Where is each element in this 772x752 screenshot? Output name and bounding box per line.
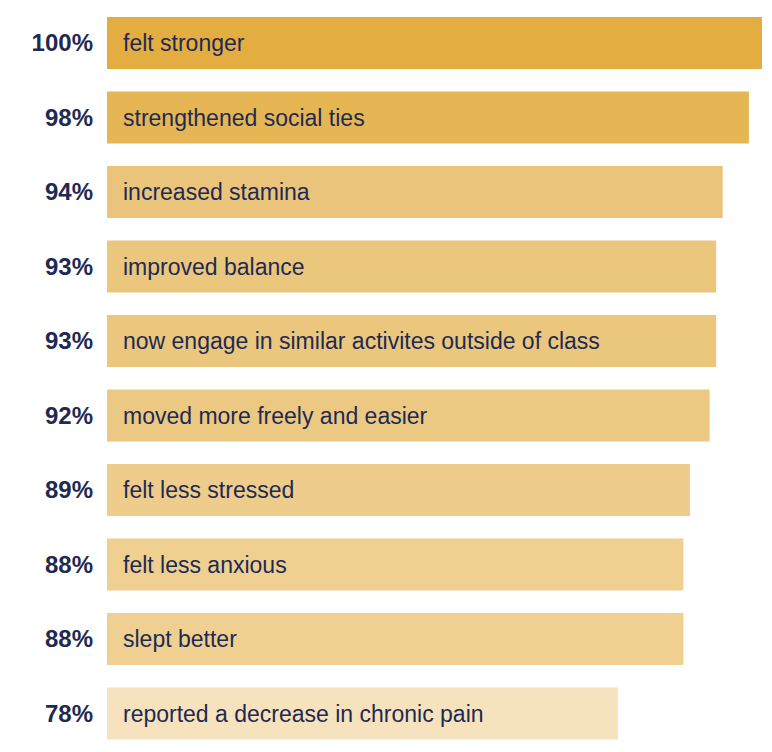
- svg-text:improved balance: improved balance: [123, 254, 305, 280]
- svg-text:slept better: slept better: [123, 626, 237, 652]
- svg-text:now engage in similar activite: now engage in similar activites outside …: [123, 328, 600, 354]
- svg-text:felt stronger: felt stronger: [123, 30, 245, 56]
- svg-text:94%: 94%: [45, 178, 93, 205]
- svg-text:78%: 78%: [45, 700, 93, 727]
- svg-text:reported a decrease in chronic: reported a decrease in chronic pain: [123, 701, 484, 727]
- svg-text:strengthened social ties: strengthened social ties: [123, 105, 365, 131]
- svg-text:increased stamina: increased stamina: [123, 179, 310, 205]
- svg-text:89%: 89%: [45, 476, 93, 503]
- svg-text:88%: 88%: [45, 625, 93, 652]
- svg-text:100%: 100%: [32, 29, 93, 56]
- svg-text:92%: 92%: [45, 402, 93, 429]
- svg-text:moved more freely and easier: moved more freely and easier: [123, 403, 428, 429]
- svg-text:felt less stressed: felt less stressed: [123, 477, 294, 503]
- svg-text:98%: 98%: [45, 104, 93, 131]
- svg-text:93%: 93%: [45, 327, 93, 354]
- svg-text:93%: 93%: [45, 253, 93, 280]
- svg-text:88%: 88%: [45, 551, 93, 578]
- svg-text:felt less anxious: felt less anxious: [123, 552, 287, 578]
